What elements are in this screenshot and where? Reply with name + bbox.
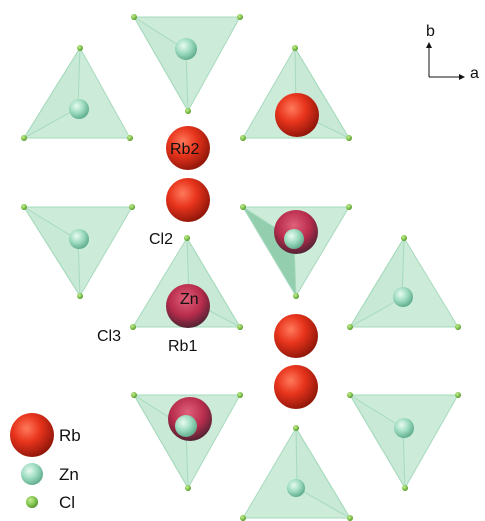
cl-atoms [21,14,461,521]
zn-atom [284,229,304,249]
cl-atom [131,14,137,20]
rb-atom [275,93,319,137]
legend-cl-label: Cl [59,493,75,512]
zn-atom [69,99,89,119]
cl-atom [292,45,298,51]
cl-atom [131,392,137,398]
legend: Rb Zn Cl [10,413,81,512]
cl-atom [185,108,191,114]
label-cl3: Cl3 [97,328,121,345]
axis-b-label: b [426,23,435,40]
tetrahedron-8 [133,394,241,490]
cl-atom [237,392,243,398]
cl-atom [240,204,246,210]
cl-atom [185,485,191,491]
axes-indicator [426,42,465,80]
zn-atom [69,229,89,249]
zn-atom [394,418,414,438]
zn-atom [287,479,305,497]
zn-atom [393,287,413,307]
tetrahedra [22,16,459,520]
cl-atom [240,515,246,521]
tetrahedron-2 [22,46,131,140]
axis-a-label: a [470,65,479,82]
cl-atom [455,392,461,398]
cl-atom [293,425,299,431]
rb2-atom [166,126,210,170]
legend-zn-swatch [21,463,43,485]
cl2-atom [184,235,190,241]
cl-atom [21,204,27,210]
cl-atom [129,204,135,210]
cl-atom [347,392,353,398]
cl3-atom [130,324,136,330]
cl-atom [237,14,243,20]
cl-atom [347,324,353,330]
tetrahedron-1 [133,16,241,113]
label-zn: Zn [180,291,199,308]
cl-atom [293,293,299,299]
label-rb2: Rb2 [170,141,199,158]
zn-atoms [69,38,414,497]
cl-atom [402,485,408,491]
cl-atom [346,135,352,141]
cl-atom [77,293,83,299]
legend-cl-swatch [26,496,38,508]
zn-atom [175,415,197,437]
legend-zn-label: Zn [59,465,79,484]
rb1-atom [166,284,210,328]
cl-atom [346,204,352,210]
cl-atom [237,324,243,330]
tetrahedron-7 [348,236,459,329]
tetrahedron-10 [242,426,352,520]
cl-atom [401,235,407,241]
label-cl2: Cl2 [149,231,173,248]
cl-atom [455,324,461,330]
cl-atom [127,135,133,141]
cl-atom [21,135,27,141]
legend-rb-swatch [10,413,54,457]
legend-rb-label: Rb [59,426,81,445]
rb-atom [274,314,318,358]
zn-atom [175,38,197,60]
cl-atom [240,135,246,141]
rb-atom [166,178,210,222]
label-rb1: Rb1 [168,338,197,355]
rb-atoms [166,93,319,441]
cl-atom [77,45,83,51]
cl-atom [347,515,353,521]
tetrahedron-9 [349,394,459,489]
tetrahedron-4 [23,206,133,298]
rb-atom [274,365,318,409]
